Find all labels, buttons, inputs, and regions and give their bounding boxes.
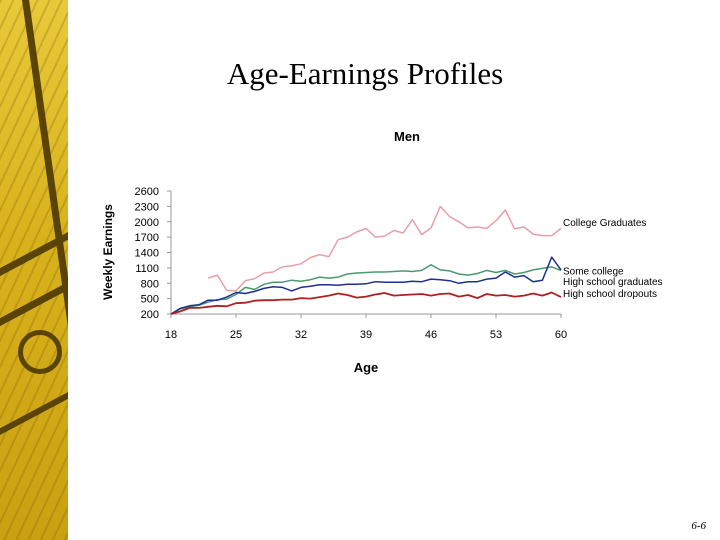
art-ring [18,330,62,374]
y-tick-label: 1400 [135,248,159,260]
series-line-dropout [170,291,562,315]
series-lines [170,205,562,315]
y-tick-label: 2000 [135,217,159,229]
x-axis-label: Age [354,360,379,375]
decorative-side-art [0,0,68,540]
y-tick-label: 1100 [135,263,159,275]
series-line-some_college [170,264,562,315]
y-tick-label: 200 [141,309,159,321]
x-tick-label: 39 [360,329,372,341]
x-tick-label: 18 [165,329,177,341]
y-tick-label: 2600 [135,186,159,198]
y-tick-label: 2300 [135,201,159,213]
chart-title: Men [394,129,420,144]
series-line-college [207,205,562,292]
y-tick-label: 500 [141,294,159,306]
legend-label-hs_grad: High school graduates [563,277,663,288]
legend-label-dropout: High school dropouts [563,289,657,300]
x-tick-label: 60 [555,329,567,341]
legend-label-some_college: Some college [563,266,624,277]
series-line-hs_grad [170,256,562,315]
x-tick-label: 53 [490,329,502,341]
slide-number: 6-6 [691,520,706,532]
axes: 200 500 800 1100 1400 1700 2000 2300 2600 18 25 32 3… [135,186,568,341]
y-tick-label: 1700 [135,232,159,244]
x-tick-label: 25 [230,329,242,341]
slide-title: Age-Earnings Profiles [226,56,504,91]
x-tick-label: 46 [425,329,437,341]
legend-label-college: College Graduates [563,218,646,229]
y-tick-label: 800 [141,278,159,290]
x-tick-label: 32 [295,329,307,341]
y-axis-label: Weekly Earnings [101,204,115,300]
